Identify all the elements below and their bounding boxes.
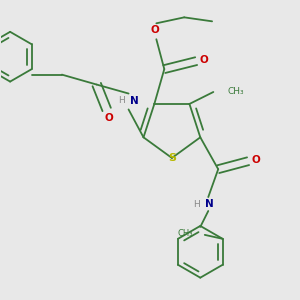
Text: O: O [151, 25, 160, 35]
Text: O: O [104, 113, 113, 123]
Text: O: O [252, 155, 260, 165]
Text: N: N [205, 199, 214, 209]
Text: CH₃: CH₃ [177, 230, 193, 238]
Text: H: H [193, 200, 200, 208]
Text: S: S [168, 153, 176, 163]
Text: CH₃: CH₃ [227, 86, 244, 95]
Text: N: N [130, 95, 139, 106]
Text: O: O [200, 55, 208, 65]
Text: H: H [118, 96, 125, 105]
